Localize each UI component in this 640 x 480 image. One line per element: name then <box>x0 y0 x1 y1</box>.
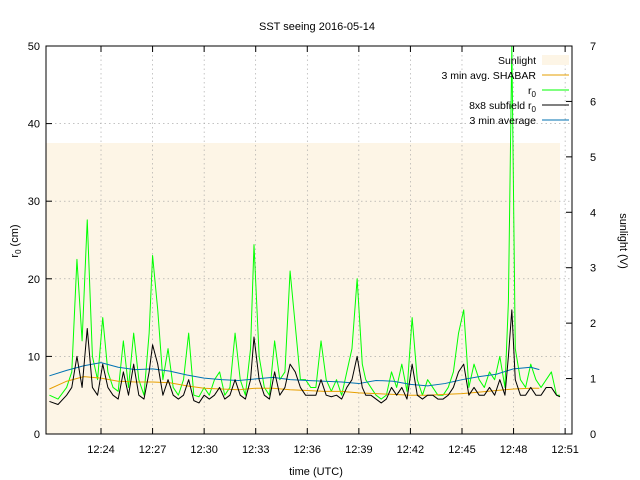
x-tick-label: 12:48 <box>500 444 528 456</box>
legend-label: 3 min average <box>469 115 536 127</box>
y-tick-label: 10 <box>28 351 40 363</box>
y-tick-label: 0 <box>34 429 40 441</box>
y2-tick-label: 5 <box>590 152 596 164</box>
y-tick-label: 30 <box>28 196 40 208</box>
y-tick-label: 20 <box>28 274 40 286</box>
legend-label: 3 min avg. SHABAR <box>441 70 536 82</box>
legend-entry: r0 <box>528 85 569 99</box>
x-tick-label: 12:30 <box>190 444 218 456</box>
y2-tick-label: 2 <box>590 318 596 330</box>
y2-tick-label: 7 <box>590 41 596 53</box>
y2-tick-label: 1 <box>590 374 596 386</box>
plot-series <box>49 45 561 406</box>
series-line-2 <box>49 45 560 400</box>
x-tick-label: 12:51 <box>551 444 579 456</box>
y2-axis-label: sunlight (V) <box>617 213 629 269</box>
svg-text:r0(cm): r0 (cm) <box>9 224 23 257</box>
y2-tick-label: 0 <box>590 429 596 441</box>
legend-swatch <box>542 55 569 65</box>
series-line-3 <box>49 309 561 406</box>
plot-frame <box>45 45 573 435</box>
y2-tick-label: 4 <box>590 207 596 219</box>
x-tick-label: 12:42 <box>397 444 425 456</box>
sunlight-band <box>46 143 560 434</box>
legend-entry: 3 min average <box>469 115 569 127</box>
legend-label-subscript: 0 <box>532 90 537 99</box>
axis-ticks: 12:24 12:27 12:30 12:33 12:36 12:39 12:42 12:45… <box>28 41 596 456</box>
x-tick-label: 12:36 <box>294 444 322 456</box>
x-tick-label: 12:27 <box>139 444 167 456</box>
x-tick-label: 12:45 <box>448 444 476 456</box>
y2-tick-label: 3 <box>590 263 596 275</box>
chart-title: SST seeing 2016-05-14 <box>259 21 375 33</box>
sunlight-area <box>46 143 560 434</box>
x-axis-label: time (UTC) <box>289 466 343 478</box>
legend-label-text: 8x8 subfield r <box>469 100 532 112</box>
legend-label: 8x8 subfield r0 <box>469 100 536 114</box>
y-tick-label: 50 <box>28 41 40 53</box>
legend-label: Sunlight <box>498 55 536 67</box>
legend-entry: 3 min avg. SHABAR <box>441 70 569 82</box>
x-tick-label: 12:33 <box>242 444 270 456</box>
y-axis-label: r0 (cm) <box>9 224 23 257</box>
legend-entry: Sunlight <box>498 55 569 67</box>
legend-label-text: r <box>528 85 532 97</box>
y2-tick-label: 6 <box>590 96 596 108</box>
x-tick-label: 12:24 <box>87 444 115 456</box>
y-axis-label-symbol: r <box>9 254 21 258</box>
y-axis-label-subscript: 0 <box>14 249 23 254</box>
x-tick-label: 12:39 <box>345 444 373 456</box>
legend-label-subscript: 0 <box>532 105 537 114</box>
y-axis-label-unit: (cm) <box>9 224 21 246</box>
y-tick-label: 40 <box>28 119 40 131</box>
legend-label: r0 <box>528 85 537 99</box>
legend-entry: 8x8 subfield r0 <box>469 100 569 114</box>
series-line-1 <box>49 376 540 396</box>
